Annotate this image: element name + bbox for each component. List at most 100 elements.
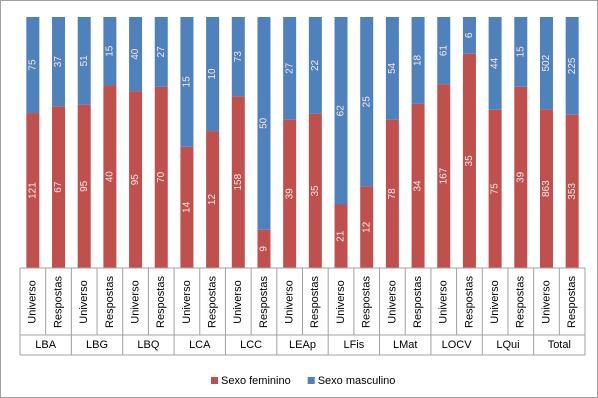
x-tick-label: Respostas <box>515 276 527 328</box>
bar-segment <box>52 106 66 268</box>
bar-segment <box>103 17 117 86</box>
data-label: 121 <box>27 182 38 199</box>
bar-segment <box>231 96 245 268</box>
bar-segment <box>385 17 399 120</box>
data-label: 75 <box>490 183 501 195</box>
group-label: LCC <box>240 339 262 351</box>
bar-segment <box>334 204 348 268</box>
data-label: 15 <box>515 46 526 58</box>
group-label: Total <box>548 339 571 351</box>
x-tick-label: Respostas <box>52 276 64 328</box>
group-label: LEAp <box>289 339 316 351</box>
x-tick-label: Respostas <box>207 276 219 328</box>
data-label: 27 <box>156 46 167 58</box>
legend-label: Sexo feminino <box>221 375 291 387</box>
x-tick-label: Respostas <box>258 276 270 328</box>
bar-segment <box>52 17 66 107</box>
bar-segment <box>231 17 245 97</box>
legend-label: Sexo masculino <box>318 375 396 387</box>
data-label: 225 <box>567 57 578 74</box>
x-tick-label: Respostas <box>361 276 373 328</box>
bar-segment <box>360 186 374 268</box>
x-tick-label: Universo <box>386 280 398 323</box>
x-tick-label: Universo <box>232 280 244 323</box>
x-tick-label: Respostas <box>155 276 167 328</box>
bar-segment <box>308 17 322 114</box>
bar-segment <box>257 229 271 268</box>
x-tick-label: Respostas <box>412 276 424 328</box>
data-label: 73 <box>233 51 244 63</box>
bar-segment <box>283 17 297 120</box>
data-label: 9 <box>259 246 270 252</box>
data-label: 353 <box>567 183 578 200</box>
bar-segment <box>385 119 399 268</box>
data-label: 50 <box>259 117 270 129</box>
group-label: LBG <box>86 339 108 351</box>
group-label: LCA <box>189 339 211 351</box>
bar-segment <box>565 114 579 268</box>
bar-segment <box>488 17 502 110</box>
bar-segment <box>77 104 91 268</box>
bar-segment <box>283 119 297 268</box>
bar-segment <box>154 17 168 87</box>
data-label: 62 <box>336 105 347 117</box>
group-label: LBQ <box>137 339 159 351</box>
bar-segment <box>26 113 40 268</box>
x-tick-label: Respostas <box>309 276 321 328</box>
data-label: 40 <box>130 48 141 60</box>
bar-segment <box>514 17 528 87</box>
data-label: 25 <box>361 96 372 108</box>
bar-segment <box>26 17 40 114</box>
data-label: 6 <box>464 32 475 38</box>
bar-segment <box>180 146 194 268</box>
data-label: 502 <box>541 54 552 71</box>
data-label: 67 <box>53 181 64 193</box>
bar-segment <box>539 109 553 268</box>
data-label: 14 <box>182 201 193 213</box>
group-label: LOCV <box>442 339 473 351</box>
data-label: 40 <box>105 171 116 183</box>
bar-segment <box>308 113 322 268</box>
data-label: 37 <box>53 56 64 68</box>
data-label: 70 <box>156 171 167 183</box>
data-label: 15 <box>105 45 116 57</box>
data-label: 78 <box>387 188 398 200</box>
x-tick-label: Universo <box>129 280 141 323</box>
bar-segment <box>206 17 220 132</box>
data-label: 21 <box>336 230 347 242</box>
x-tick-label: Universo <box>489 280 501 323</box>
data-label: 35 <box>464 155 475 167</box>
data-label: 34 <box>413 180 424 192</box>
x-tick-label: Respostas <box>566 276 578 328</box>
x-tick-label: Universo <box>335 280 347 323</box>
data-label: 39 <box>284 188 295 200</box>
bar-segment <box>437 84 451 269</box>
legend-swatch <box>211 377 218 384</box>
data-label: 12 <box>361 221 372 233</box>
group-label: LFis <box>343 339 364 351</box>
data-label: 10 <box>207 68 218 80</box>
bar-segment <box>77 17 91 105</box>
bar-segment <box>257 17 271 230</box>
bar-segment <box>488 109 502 268</box>
bar-segment <box>360 17 374 187</box>
x-tick-label: Universo <box>78 280 90 323</box>
data-label: 95 <box>130 174 141 186</box>
x-tick-label: Respostas <box>104 276 116 328</box>
data-label: 12 <box>207 194 218 206</box>
bar-segment <box>129 17 143 92</box>
bar-segment <box>514 86 528 268</box>
bar-segment <box>437 17 451 85</box>
x-tick-label: Universo <box>284 280 296 323</box>
x-tick-label: Universo <box>438 280 450 323</box>
data-label: 167 <box>438 167 449 184</box>
x-tick-label: Respostas <box>463 276 475 328</box>
data-label: 54 <box>387 62 398 74</box>
bar-segment <box>180 17 194 147</box>
bar-segment <box>539 17 553 110</box>
x-tick-label: Universo <box>540 280 552 323</box>
data-label: 22 <box>310 59 321 71</box>
bar-segment <box>462 17 476 54</box>
data-label: 158 <box>233 173 244 190</box>
bar-segment <box>334 17 348 205</box>
